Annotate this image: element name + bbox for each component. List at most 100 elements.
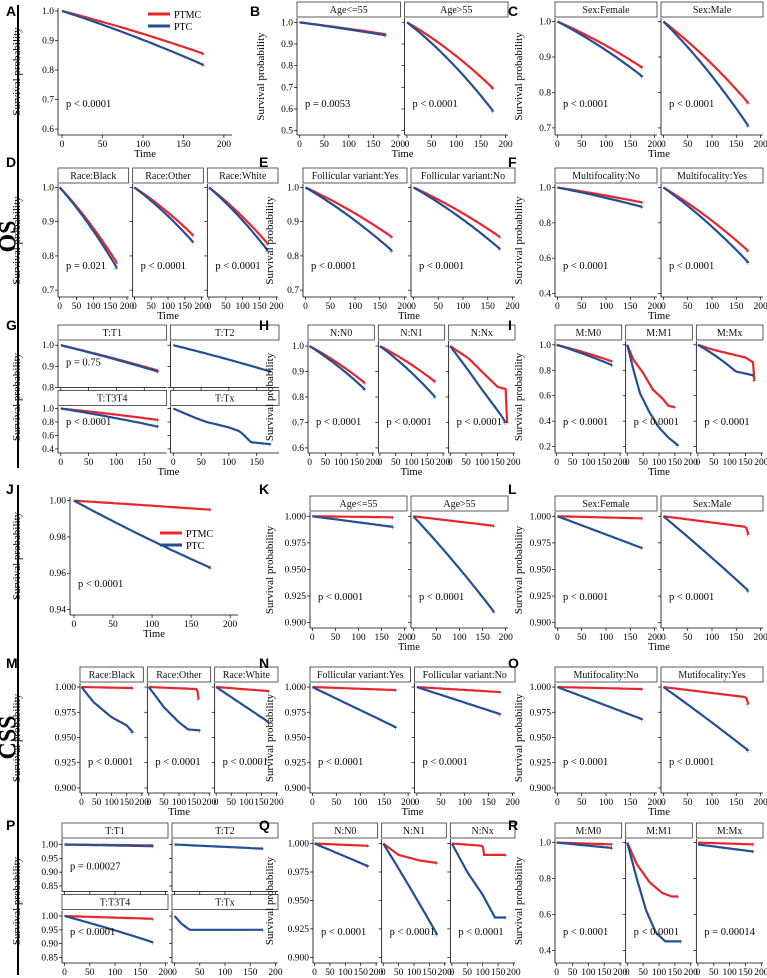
panel-letter-c: C (508, 3, 518, 19)
y-tick-label: 0.950 (530, 565, 552, 575)
facet-strip (695, 822, 764, 839)
x-tick-label: 50 (221, 302, 231, 312)
y-tick-label: 1.00 (49, 497, 66, 507)
y-tick-label: 0.85 (41, 882, 58, 892)
x-tick-label: 0 (146, 798, 151, 808)
x-tick-label: 200 (753, 798, 767, 808)
facet-strip (170, 390, 280, 406)
y-tick-label: 1.000 (55, 683, 77, 693)
y-tick-label: 0.7 (42, 96, 54, 106)
series-line-ptc (299, 21, 386, 37)
y-tick-label: 0.975 (285, 708, 307, 718)
x-tick-label: 150 (738, 458, 753, 468)
x-tick-label: 200 (398, 633, 413, 643)
y-tick-label: 0.950 (530, 733, 552, 743)
series-line-ptmc (305, 186, 393, 238)
censor-mark: + (201, 61, 206, 70)
censor-mark: + (390, 513, 395, 522)
censor-mark: + (190, 238, 195, 247)
censor-mark: + (266, 687, 271, 696)
x-tick-label: 200 (366, 458, 381, 468)
facet-strip-label: Multifocality:Yes (677, 171, 747, 182)
facet-strip (404, 1, 509, 18)
facet-strip (625, 324, 693, 341)
x-tick-label: 50 (568, 968, 578, 978)
legend-label-ptc: PTC (174, 22, 193, 33)
x-tick-label: 200 (120, 302, 135, 312)
y-tick-label: 0.900 (55, 784, 77, 794)
series-line-ptmc (148, 685, 200, 700)
legend-label-ptmc: PTMC (174, 10, 202, 21)
legend-label-ptmc: PTMC (186, 529, 214, 540)
x-tick-label: 50 (98, 140, 108, 150)
series-line-ptc (58, 186, 118, 269)
censor-mark: + (490, 84, 495, 93)
x-tick-label: 0 (171, 458, 176, 468)
y-axis-label: Survival probability (255, 32, 267, 121)
y-tick-label: 0.96 (49, 569, 66, 579)
x-tick-label: 0 (555, 140, 560, 150)
series-line-ptmc (216, 685, 270, 693)
x-tick-label: 50 (638, 458, 648, 468)
p-value-label: p < 0.0001 (669, 592, 714, 603)
y-tick-label: 1.0 (539, 839, 551, 849)
x-tick-label: 100 (475, 458, 490, 468)
p-value-label: p < 0.0001 (563, 757, 608, 768)
x-axis-label: Time (398, 311, 420, 322)
y-axis-label: Survival probability (513, 693, 525, 782)
p-value-label: p < 0.0001 (458, 927, 503, 938)
series-line-ptmc (449, 345, 509, 423)
y-tick-label: 0.7 (539, 124, 551, 134)
censor-mark: + (745, 122, 750, 131)
y-axis-label: Survival probability (11, 196, 23, 285)
series-line-ptc (412, 186, 501, 250)
facet-strip-label: T:T1 (103, 328, 123, 339)
p-value-label: p < 0.0001 (669, 261, 714, 272)
y-tick-label: 0.9 (42, 36, 54, 46)
y-tick-label: 0.6 (539, 910, 551, 920)
x-tick-label: 50 (577, 302, 587, 312)
x-tick-label: 50 (463, 968, 473, 978)
facet-strip (448, 324, 516, 341)
y-tick-label: 0.9 (42, 362, 54, 372)
p-value-label: p < 0.0001 (311, 261, 356, 272)
series-line-ptc (215, 686, 270, 724)
x-tick-label: 200 (401, 798, 416, 808)
p-value-label: p < 0.0001 (215, 261, 260, 272)
x-tick-label: 150 (482, 798, 497, 808)
x-tick-label: 100 (599, 633, 614, 643)
series-line-ptc (309, 345, 366, 391)
panel-letter-o: O (508, 655, 519, 671)
x-tick-label: 100 (145, 620, 160, 630)
facet-strip (206, 167, 279, 184)
censor-mark: + (745, 530, 750, 539)
series-line-ptc (173, 344, 271, 373)
y-tick-label: 0.925 (55, 759, 77, 769)
y-tick-label: 1.000 (288, 840, 310, 850)
series-line-ptc (73, 499, 212, 569)
x-tick-label: 0 (661, 798, 666, 808)
y-axis-label: Survival probability (264, 693, 276, 782)
series-line-ptmc (416, 685, 501, 694)
x-tick-label: 150 (475, 633, 490, 643)
panel-letter-k: K (259, 481, 269, 497)
series-line-ptc (174, 843, 263, 850)
series-line-ptmc (61, 9, 205, 55)
series-line-ptmc (697, 343, 756, 381)
p-value-label: p < 0.0001 (321, 927, 366, 938)
y-tick-label: 1.000 (285, 683, 307, 693)
series-line-ptmc (413, 186, 501, 238)
y-axis-label: Survival probability (11, 27, 23, 116)
series-line-ptmc (73, 499, 211, 511)
censor-mark: + (150, 915, 155, 924)
y-tick-label: 0.950 (285, 733, 307, 743)
y-tick-label: 0.900 (288, 953, 310, 963)
x-tick-label: 50 (146, 302, 156, 312)
y-tick-label: 0.95 (41, 926, 58, 936)
x-tick-label: 100 (108, 968, 123, 978)
x-tick-label: 150 (668, 968, 683, 978)
censor-mark: + (490, 107, 495, 116)
y-axis-label: Survival probability (513, 196, 525, 285)
x-tick-label: 100 (705, 140, 720, 150)
x-tick-label: 100 (452, 633, 467, 643)
